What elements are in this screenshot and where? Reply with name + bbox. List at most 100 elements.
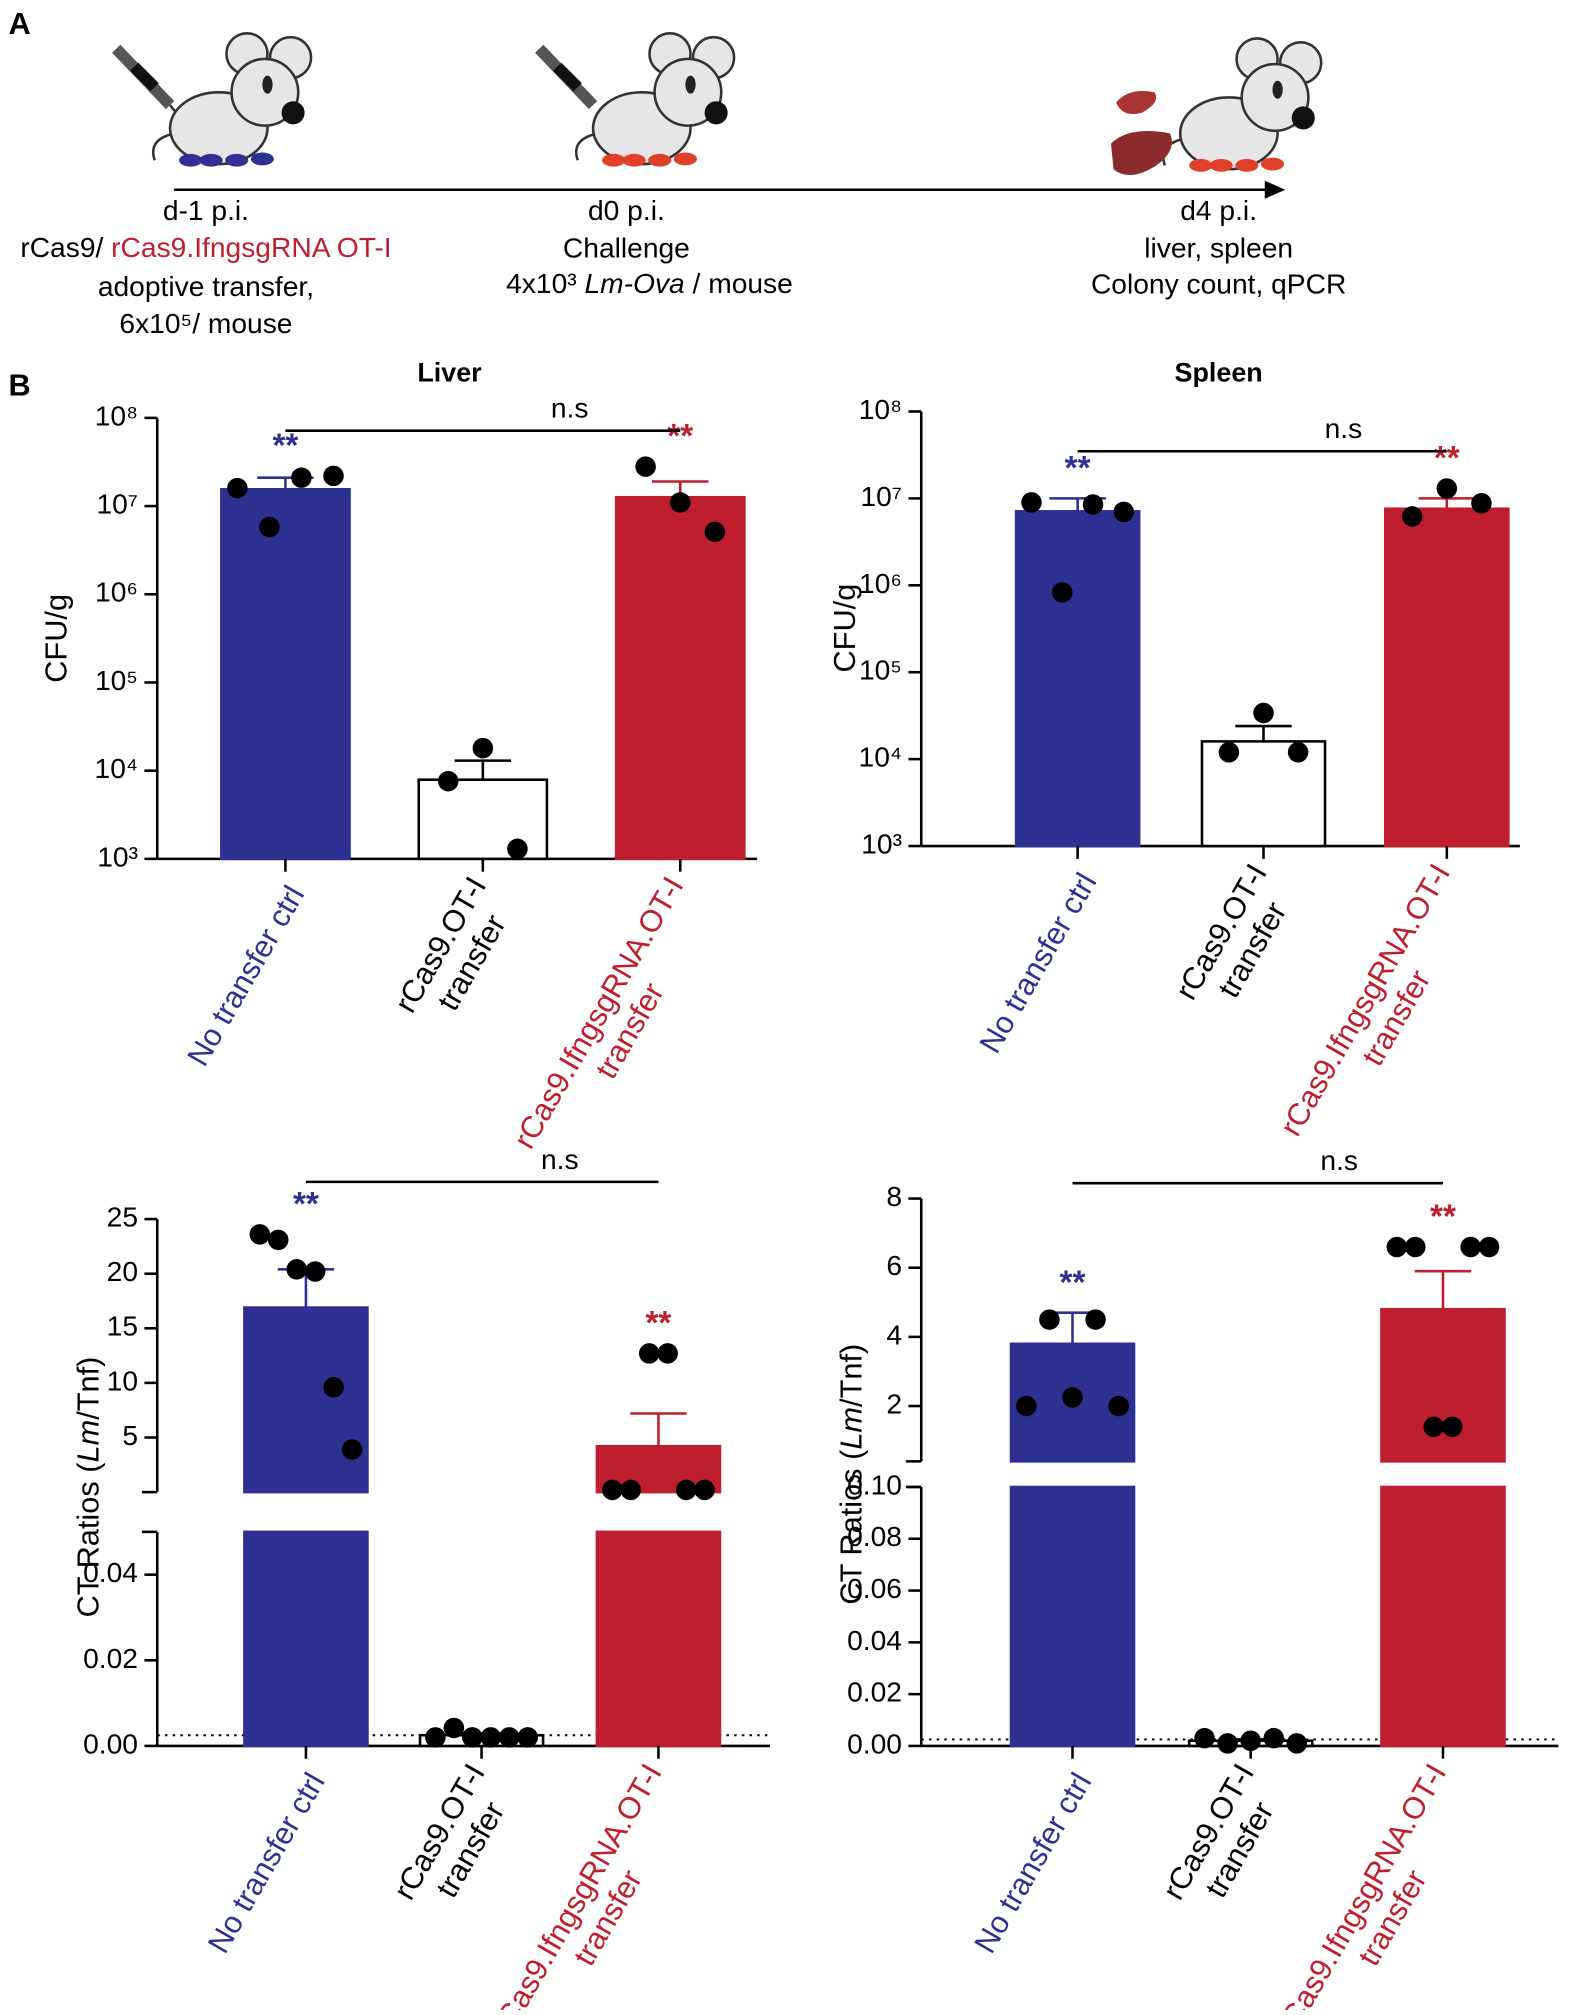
bar-lower-part: [1009, 1485, 1136, 1748]
bar-lower-part: [1380, 1485, 1506, 1748]
y-axis-label: CFU/g: [39, 594, 74, 683]
bar: [417, 778, 549, 861]
liver-icon: [1110, 131, 1172, 176]
step-day: d0 p.i.: [588, 194, 665, 226]
data-point: [259, 516, 280, 538]
data-point: [480, 1727, 502, 1748]
y-tick-label: 10⁵: [95, 664, 138, 696]
y-tick-label: 20: [107, 1255, 138, 1287]
bar-lower-part: [595, 1530, 722, 1748]
data-point: [425, 1727, 446, 1748]
y-tick-label: 0.00: [847, 1727, 902, 1759]
data-point: [1082, 494, 1104, 515]
significance-label: **: [293, 1186, 319, 1223]
data-point: [507, 838, 528, 860]
bar-upper-part: [243, 1306, 369, 1494]
error-bar: [1414, 1269, 1472, 1310]
mouse: [535, 32, 736, 167]
y-tick-label: 4: [886, 1318, 902, 1350]
comparison-label: n.s: [541, 1143, 579, 1175]
data-point: [635, 456, 656, 477]
data-point: [286, 1259, 307, 1280]
data-point: [304, 1261, 326, 1282]
text: Lm-Ova: [584, 267, 684, 299]
comparison-label: n.s: [551, 392, 589, 424]
text: rCas9/: [20, 231, 111, 263]
x-tick-label: rCas9.OT-Itransfer: [1168, 858, 1305, 1024]
y-tick-label: 10: [107, 1364, 138, 1396]
y-axis-label: CFU/g: [827, 584, 862, 673]
data-point: [1039, 1309, 1060, 1330]
data-point: [498, 1727, 520, 1748]
panel-label: B: [9, 367, 31, 402]
bar: [220, 488, 351, 861]
data-point: [669, 492, 691, 513]
data-point: [249, 1224, 271, 1245]
step-text: liver, spleen: [1144, 231, 1293, 263]
y-tick-label: 10⁷: [860, 480, 902, 512]
x-tick-label-line: rCas9.IfngsgRNA.OT-I: [1273, 858, 1457, 1142]
data-point: [1386, 1236, 1408, 1258]
step-text: Colony count, qPCR: [1091, 267, 1346, 299]
y-tick-label: 0.02: [847, 1676, 902, 1708]
data-point: [1401, 506, 1423, 527]
y-tick-label: 6: [886, 1249, 902, 1281]
x-tick-label: rCas9.IfngsgRNA.OT-Itransfer: [485, 1758, 700, 2010]
y-tick-label: 10⁴: [859, 741, 902, 773]
data-point: [620, 1479, 642, 1501]
y-axis-label-part: CFU/g: [39, 594, 74, 683]
data-point: [227, 477, 248, 499]
x-tick-label: rCas9.OT-Itransfer: [388, 871, 525, 1037]
data-point: [443, 1717, 465, 1739]
significance-label: **: [1434, 440, 1460, 477]
y-tick-label: 0.08: [847, 1520, 902, 1552]
x-tick-label-line: No transfer ctrl: [180, 880, 311, 1072]
text: rCas9.IfngsgRNA OT-I: [111, 231, 391, 263]
significance-label: **: [645, 1305, 671, 1342]
y-axis-label-part: CT Ratios (: [833, 1449, 868, 1605]
data-point: [472, 737, 494, 759]
y-tick-label: 0.10: [847, 1468, 902, 1500]
spleen-icon: [1116, 91, 1157, 115]
bar: [1014, 510, 1141, 848]
y-tick-label: 0.04: [847, 1624, 902, 1656]
significance-label: **: [1065, 450, 1091, 487]
x-tick-label-line: No transfer ctrl: [201, 1767, 332, 1959]
y-tick-label: 0.04: [83, 1556, 138, 1588]
data-point: [1194, 1727, 1215, 1749]
step-text: 6x10⁵/ mouse: [119, 307, 292, 339]
mouse: [112, 32, 313, 167]
bar: [614, 495, 746, 861]
data-point: [291, 467, 312, 488]
data-point: [1016, 1395, 1037, 1417]
y-tick-label: 0.00: [83, 1727, 138, 1759]
step-text: adoptive transfer,: [98, 270, 314, 302]
y-tick-label: 0.06: [847, 1572, 902, 1604]
data-point: [1286, 1733, 1308, 1754]
data-point: [1240, 1730, 1261, 1752]
y-axis-label-part: CT Ratios (: [71, 1462, 106, 1618]
x-tick-label: rCas9.OT-Itransfer: [386, 1758, 523, 1924]
x-tick-label: rCas9.IfngsgRNA.OT-Itransfer: [1269, 1758, 1484, 2010]
significance-label: **: [667, 418, 693, 455]
data-point: [1253, 702, 1274, 724]
data-point: [462, 1727, 483, 1748]
data-point: [1460, 1236, 1481, 1258]
data-point: [1062, 1387, 1083, 1408]
step-text: Challenge: [563, 231, 690, 263]
comparison-label: n.s: [1320, 1144, 1358, 1176]
text: 4x10³: [506, 267, 584, 299]
chart-title: Liver: [417, 357, 482, 387]
y-tick-label: 25: [107, 1201, 138, 1233]
significance-label: **: [1430, 1199, 1456, 1236]
y-axis-label-part: Lm: [833, 1407, 868, 1450]
chart-title: Spleen: [1175, 357, 1263, 387]
data-point: [638, 1343, 660, 1364]
y-tick-label: 10³: [861, 827, 902, 859]
y-tick-label: 10⁶: [859, 567, 902, 599]
y-tick-label: 10⁴: [95, 752, 138, 784]
y-tick-label: 0.02: [83, 1642, 138, 1674]
y-tick-label: 10⁸: [859, 393, 902, 425]
data-point: [1423, 1416, 1444, 1438]
